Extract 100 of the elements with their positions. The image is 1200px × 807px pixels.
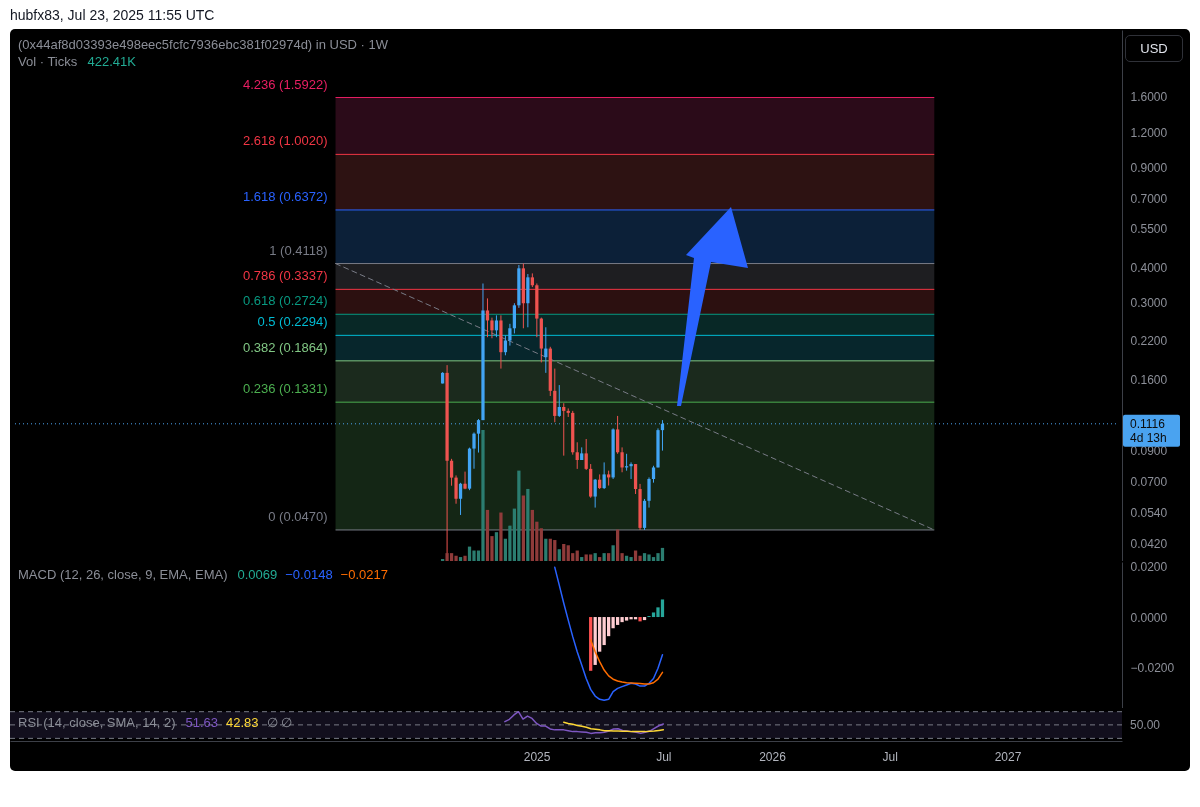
bar [485, 509, 490, 561]
ref-line-label: 0.786 (0.3337) [242, 268, 328, 284]
bar [553, 540, 557, 561]
bar [454, 555, 458, 561]
candlestick [463, 471, 467, 490]
bar [602, 617, 606, 646]
bar [580, 557, 584, 561]
bar [472, 550, 476, 561]
candlestick [503, 335, 508, 356]
line-series [554, 566, 664, 702]
candlestick [629, 461, 633, 480]
text: 0.0069 [237, 567, 278, 582]
candlestick [472, 431, 476, 470]
bar [660, 599, 665, 618]
annotation: ∅ ∅ [266, 715, 293, 730]
bar [607, 553, 611, 561]
y-tick-label: 0.7000 [1130, 191, 1168, 206]
y-tick-label: 0.0540 [1130, 506, 1168, 521]
candlestick [449, 458, 454, 487]
bar [517, 470, 521, 561]
text: 51.63 [185, 715, 219, 730]
line-series [589, 639, 664, 685]
y-tick-label: 0.1600 [1130, 373, 1168, 388]
bar [530, 509, 534, 561]
bar [458, 557, 463, 561]
candlestick [584, 438, 588, 471]
y-tick-label: 0.0900 [1130, 443, 1168, 458]
candlestick [593, 478, 597, 509]
bar [589, 554, 593, 561]
ref-line-label: 0.5 (0.2294) [257, 314, 328, 330]
candlestick [458, 482, 463, 516]
y-tick-label: 0.9000 [1130, 161, 1168, 176]
y-tick-label: 0.4000 [1130, 260, 1168, 275]
candlestick [508, 323, 512, 347]
bar [629, 617, 633, 620]
text: (0x44af8d03393e498eec5fcfc7936ebc381f02974d) in USD · 1W [18, 37, 389, 52]
ref-line-label: 0.236 (0.1331) [242, 381, 328, 397]
bar [566, 545, 570, 561]
text: hubfx83, Jul 23, 2025 11:55 UTC [10, 7, 215, 23]
candlestick [647, 476, 651, 509]
text: 4d 13h [1130, 430, 1167, 445]
bar [615, 617, 620, 625]
text: −0.0217 [340, 567, 388, 582]
y-tick-label: −0.0200 [1130, 661, 1175, 676]
bar [544, 538, 548, 561]
bar [584, 554, 588, 561]
y-tick-label: 0.0000 [1130, 610, 1168, 625]
bar [660, 547, 665, 561]
y-tick-label: 0.0200 [1130, 559, 1168, 574]
bar [638, 555, 642, 561]
bar [557, 549, 561, 561]
ref-line-label: 0.618 (0.2724) [242, 293, 328, 309]
ref-line-label: 0.1116 [1130, 416, 1166, 431]
x-tick-label: 2027 [994, 749, 1022, 764]
ref-line-label: 0 (0.0470) [268, 508, 328, 524]
candlestick [562, 402, 566, 457]
candlestick [512, 302, 517, 334]
bar [642, 553, 647, 561]
bar [651, 557, 656, 561]
bar [620, 617, 624, 623]
bar [624, 617, 629, 621]
candlestick [557, 384, 561, 418]
text: −0.0148 [285, 567, 333, 582]
y-tick-label: 0.2200 [1130, 333, 1168, 348]
bar [494, 532, 499, 561]
ref-line-label: 0.382 (0.1864) [242, 339, 328, 355]
text: 42.83 [226, 715, 259, 730]
chart-title: Vol · Ticks [18, 54, 78, 69]
y-tick-label: 0.0420 [1130, 537, 1168, 552]
bar [562, 543, 566, 561]
chart-title: MACD (12, 26, close, 9, EMA, EMA) [18, 567, 228, 582]
bar [445, 553, 449, 561]
candlestick [485, 297, 490, 338]
candlestick [575, 441, 579, 470]
ref-line-label: 1.618 (0.6372) [242, 188, 328, 204]
bar [611, 545, 615, 561]
bar [642, 617, 647, 621]
candlestick [454, 474, 458, 505]
bar [481, 430, 485, 561]
x-tick-label: Jul [882, 749, 898, 764]
currency-button: USD [1125, 35, 1183, 62]
bar [463, 555, 467, 561]
bar [526, 488, 530, 561]
ref-line-label: 1 (0.4118) [269, 242, 328, 258]
y-tick-label: 1.6000 [1130, 90, 1168, 105]
y-tick-label: 0.5500 [1130, 221, 1168, 236]
candlestick [615, 415, 620, 455]
bar [521, 495, 525, 561]
bar [602, 553, 606, 561]
ref-line-label: 2.618 (1.0020) [242, 133, 328, 149]
bar [593, 553, 597, 561]
bar [647, 554, 651, 561]
ref-line-label: 4.236 (1.5922) [242, 76, 328, 92]
text: 50.00 [1130, 718, 1161, 732]
chart-title: RSI (14, close, SMA, 14, 2) [18, 715, 176, 730]
candlestick [602, 461, 606, 490]
x-tick-label: 2025 [523, 749, 551, 764]
bar [598, 557, 602, 561]
bar [539, 528, 543, 561]
y-tick-label: 0.0700 [1130, 474, 1168, 489]
